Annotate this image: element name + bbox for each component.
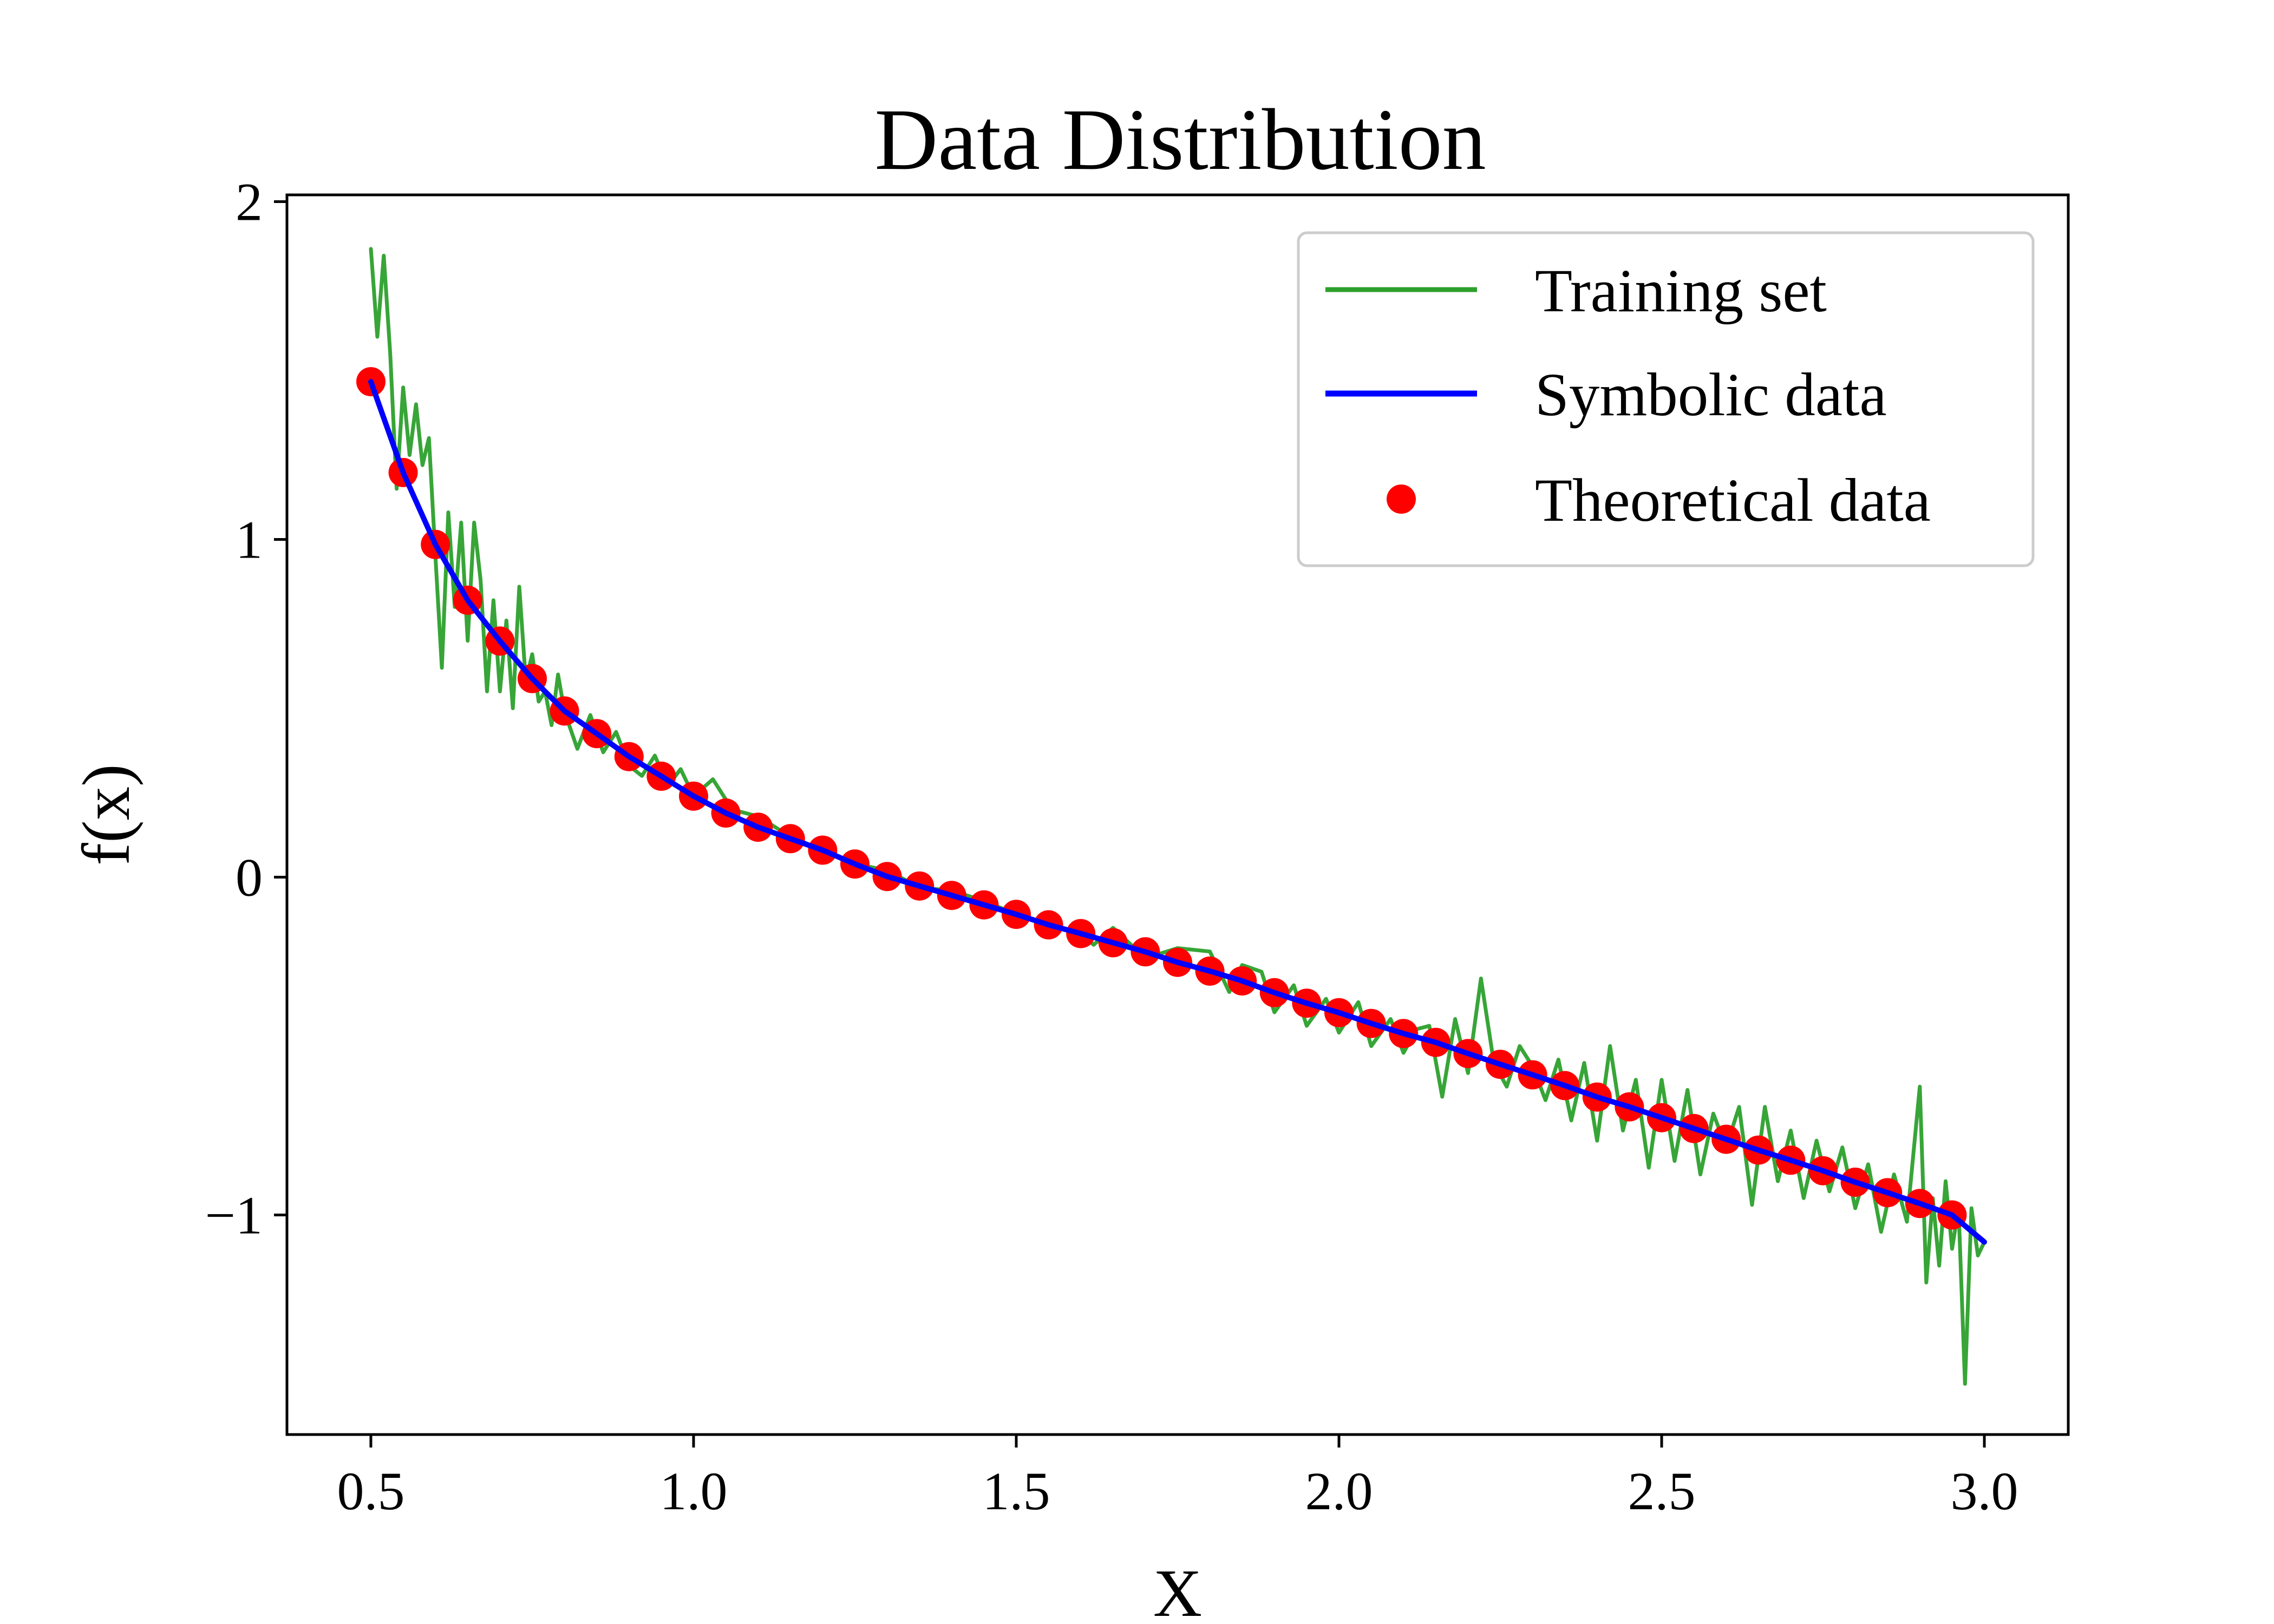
legend-marker-theoretical-data [1387, 484, 1416, 514]
y-tick-label-3: 2 [236, 172, 263, 232]
legend-label-theoretical-data: Theoretical data [1535, 467, 1931, 534]
series-line-training-set [369, 247, 1987, 1386]
x-tick-label-2: 1.5 [982, 1461, 1050, 1521]
y-tick-label-0: −1 [205, 1185, 263, 1245]
x-tick-label-3: 2.0 [1305, 1461, 1373, 1521]
y-axis-label: f(x) [69, 764, 144, 865]
series-line-symbolic-data [368, 379, 1987, 1245]
legend: Training set Symbolic data Theoretical d… [1297, 231, 2035, 567]
x-tick-label-0: 0.5 [337, 1461, 404, 1521]
y-axis: −1 0 1 2 [205, 172, 287, 1245]
y-tick-label-1: 0 [236, 847, 263, 907]
x-tick-label-5: 3.0 [1951, 1461, 2018, 1521]
legend-label-training-set: Training set [1535, 257, 1827, 325]
legend-label-symbolic-data: Symbolic data [1535, 361, 1887, 429]
y-tick-label-2: 1 [236, 509, 263, 569]
legend-box [1297, 231, 2035, 567]
x-tick-label-1: 1.0 [659, 1461, 727, 1521]
series-layer [356, 247, 1987, 1386]
chart-title: Data Distribution [874, 91, 1486, 188]
x-axis-label: X [1153, 1556, 1202, 1624]
axes-frame [285, 193, 2070, 1436]
series-training-set [369, 247, 1987, 1386]
series-symbolic-data [368, 379, 1987, 1245]
plot-area [285, 193, 2070, 1436]
x-tick-label-4: 2.5 [1628, 1461, 1696, 1521]
x-axis: 0.5 1.0 1.5 2.0 2.5 3.0 [337, 1435, 2018, 1521]
